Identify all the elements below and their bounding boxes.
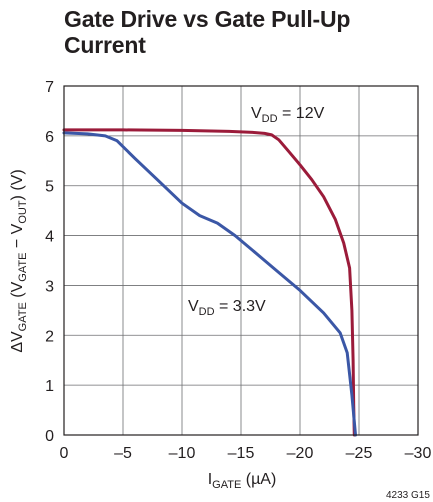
plot-frame [63, 85, 419, 436]
x-axis-label: IGATE (µA) [208, 471, 277, 491]
data-lines [62, 128, 357, 437]
x-tick-label: –15 [228, 445, 255, 462]
grid [64, 86, 418, 435]
y-axis-label: ΔVGATE (VGATE − VOUT) (V) [9, 169, 29, 352]
chart-title: Gate Drive vs Gate Pull-Up Current [64, 6, 351, 58]
y-tick-label: 7 [45, 79, 54, 96]
y-tick-label: 1 [45, 378, 54, 395]
x-tick-label: –5 [114, 445, 132, 462]
x-tick-label: –20 [287, 445, 314, 462]
series-label-12v: VDD = 12V [251, 105, 325, 125]
tick-labels: 0 –5 –10 –15 –20 –25 –30 0 1 2 3 4 5 6 7 [45, 79, 431, 462]
y-tick-label: 5 [45, 179, 54, 196]
series-line-3v3 [62, 131, 357, 437]
x-tick-label: –30 [405, 445, 432, 462]
y-tick-label: 0 [45, 428, 54, 445]
x-tick-label: –25 [346, 445, 373, 462]
x-tick-label: 0 [60, 445, 69, 462]
x-tick-label: –10 [169, 445, 196, 462]
y-tick-label: 6 [45, 129, 54, 146]
series-label-3v3: VDD = 3.3V [188, 298, 266, 318]
y-tick-label: 3 [45, 278, 54, 295]
y-tick-label: 2 [45, 328, 54, 345]
series-line-12v [62, 128, 356, 437]
y-tick-label: 4 [45, 229, 54, 246]
figure-code: 4233 G15 [386, 490, 430, 501]
